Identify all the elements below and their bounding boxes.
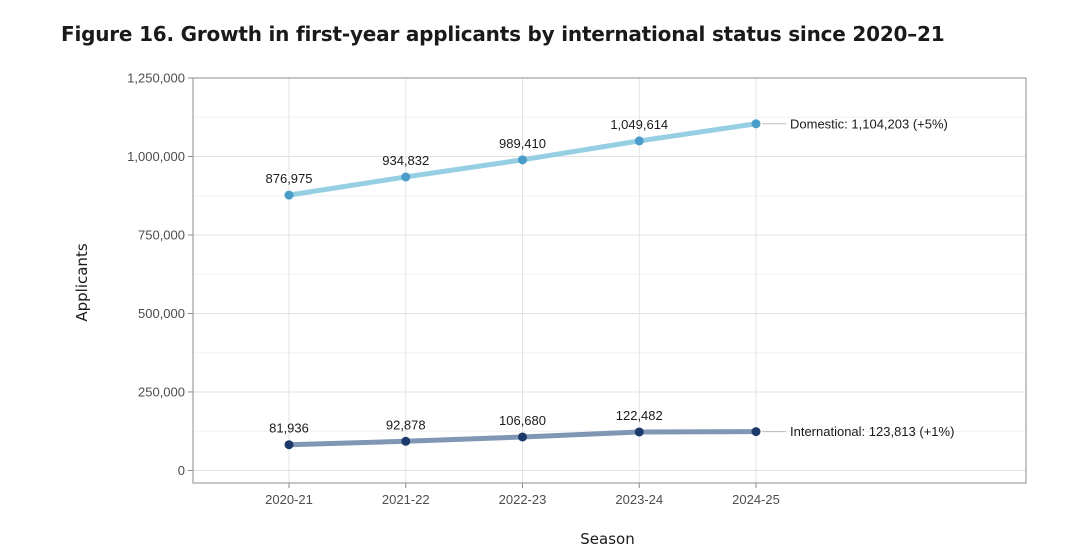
y-tick-label: 1,250,000 xyxy=(127,71,185,86)
end-label: International: 123,813 (+1%) xyxy=(790,424,954,439)
y-axis: 0 250,000 500,000 750,000 1,000,000 1,250,000 xyxy=(127,71,193,478)
y-tick-label: 250,000 xyxy=(138,384,185,399)
data-point xyxy=(518,432,527,442)
data-label: 876,975 xyxy=(266,171,313,186)
data-point xyxy=(751,427,761,437)
data-label: 92,878 xyxy=(386,417,426,432)
grid xyxy=(193,77,1026,483)
x-axis-title: Season xyxy=(580,530,634,548)
data-label: 122,482 xyxy=(616,408,663,423)
data-label: 934,832 xyxy=(382,153,429,168)
data-point xyxy=(401,436,411,446)
y-axis-title: Applicants xyxy=(73,243,91,321)
data-point xyxy=(401,172,411,182)
x-axis: 2020-21 2021-22 2022-23 2023-24 2024-25 xyxy=(265,483,780,507)
data-label: 1,049,614 xyxy=(610,117,668,132)
data-point xyxy=(751,119,761,129)
series-international: 81,936 92,878 106,680 122,482 International:… xyxy=(269,408,954,450)
data-point xyxy=(634,427,644,437)
x-tick-label: 2022-23 xyxy=(499,492,547,507)
y-tick-label: 0 xyxy=(178,463,185,478)
y-tick-label: 750,000 xyxy=(138,227,185,242)
data-label: 81,936 xyxy=(269,421,309,436)
series: 876,975 934,832 989,410 1,049,614 Domestic: … xyxy=(266,116,954,450)
end-label: Domestic: 1,104,203 (+5%) xyxy=(790,116,948,131)
data-label: 989,410 xyxy=(499,136,546,151)
x-tick-label: 2020-21 xyxy=(265,492,313,507)
x-tick-label: 2024-25 xyxy=(732,492,780,507)
chart-title: Figure 16. Growth in first-year applican… xyxy=(61,22,945,46)
data-point xyxy=(284,190,294,200)
plot-panel xyxy=(192,77,1027,484)
data-point xyxy=(518,155,527,165)
data-point xyxy=(634,136,644,146)
y-tick-label: 1,000,000 xyxy=(127,149,185,164)
y-tick-label: 500,000 xyxy=(138,306,185,321)
x-tick-label: 2021-22 xyxy=(382,492,430,507)
x-tick-label: 2023-24 xyxy=(615,492,663,507)
data-point xyxy=(284,440,294,450)
series-domestic: 876,975 934,832 989,410 1,049,614 Domestic: … xyxy=(266,116,948,200)
data-label: 106,680 xyxy=(499,413,546,428)
